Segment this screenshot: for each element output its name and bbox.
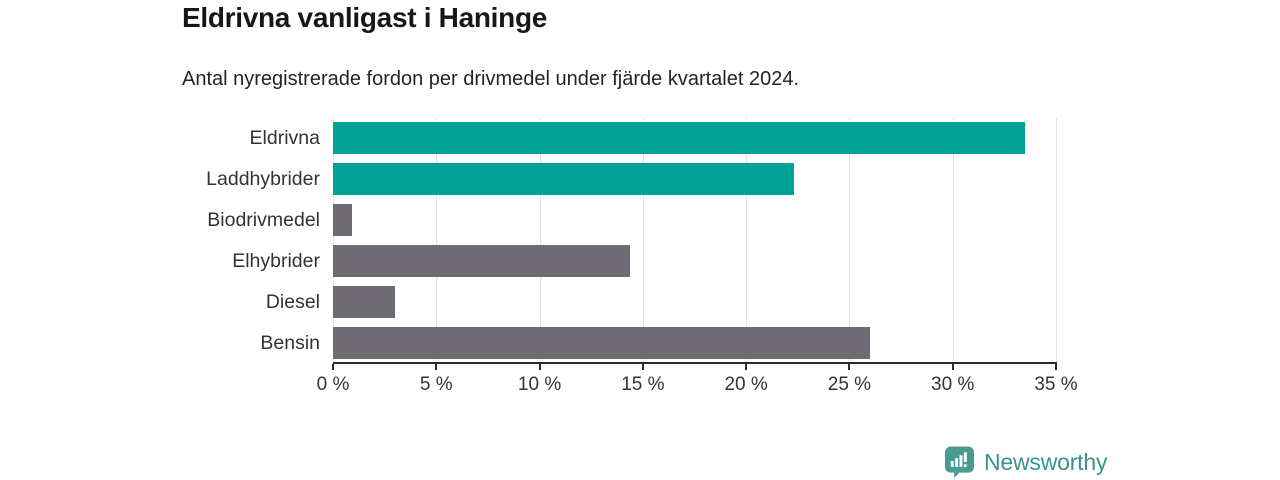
x-axis-line: [333, 362, 1057, 364]
bar-diesel: [333, 285, 395, 318]
x-tick-label: 25 %: [827, 374, 872, 395]
bar-label-bensin: Bensin: [260, 331, 320, 354]
gridline: [539, 118, 541, 363]
bar-label-diesel: Diesel: [265, 290, 320, 313]
gridline: [333, 118, 334, 363]
newsworthy-logo-icon: [944, 446, 975, 478]
x-tick-label: 0 %: [316, 374, 350, 395]
x-tick-label: 5 %: [419, 374, 453, 395]
gridline: [642, 118, 644, 363]
bar-laddhybrider: [333, 163, 794, 196]
plot-area: [333, 118, 1057, 363]
x-tick: [745, 364, 748, 370]
x-tick: [848, 364, 851, 370]
bar-elhybrider: [333, 244, 631, 277]
x-tick: [538, 364, 541, 370]
x-tick-label: 20 %: [724, 374, 768, 395]
x-tick: [435, 364, 438, 370]
bar-biodrivmedel: [333, 204, 352, 237]
gridline: [849, 118, 851, 363]
brand-name: Newsworthy: [984, 448, 1108, 475]
bar-label-elhybrider: Elhybrider: [232, 249, 320, 272]
chart-subtitle: Antal nyregistrerade fordon per drivmede…: [182, 68, 800, 90]
newsworthy-logo: Newsworthy: [944, 446, 1107, 478]
x-tick: [1055, 364, 1057, 370]
x-tick-label: 15 %: [621, 374, 665, 395]
logo-bars-glyph: [950, 452, 967, 467]
x-tick: [951, 364, 954, 370]
x-tick: [641, 364, 644, 370]
bar-label-biodrivmedel: Biodrivmedel: [207, 209, 320, 232]
chart-title: Eldrivna vanligast i Haninge: [182, 2, 548, 33]
bar-label-eldrivna: Eldrivna: [249, 127, 320, 150]
x-tick: [332, 364, 334, 370]
bar-eldrivna: [333, 122, 1025, 155]
gridline: [746, 118, 748, 363]
bar-label-laddhybrider: Laddhybrider: [206, 168, 320, 191]
gridline: [952, 118, 954, 363]
gridline: [436, 118, 438, 363]
x-tick-label: 35 %: [1034, 374, 1078, 395]
bar-bensin: [333, 326, 871, 359]
x-tick-label: 10 %: [517, 374, 562, 395]
gridline: [1056, 118, 1057, 363]
x-tick-label: 30 %: [931, 374, 975, 395]
